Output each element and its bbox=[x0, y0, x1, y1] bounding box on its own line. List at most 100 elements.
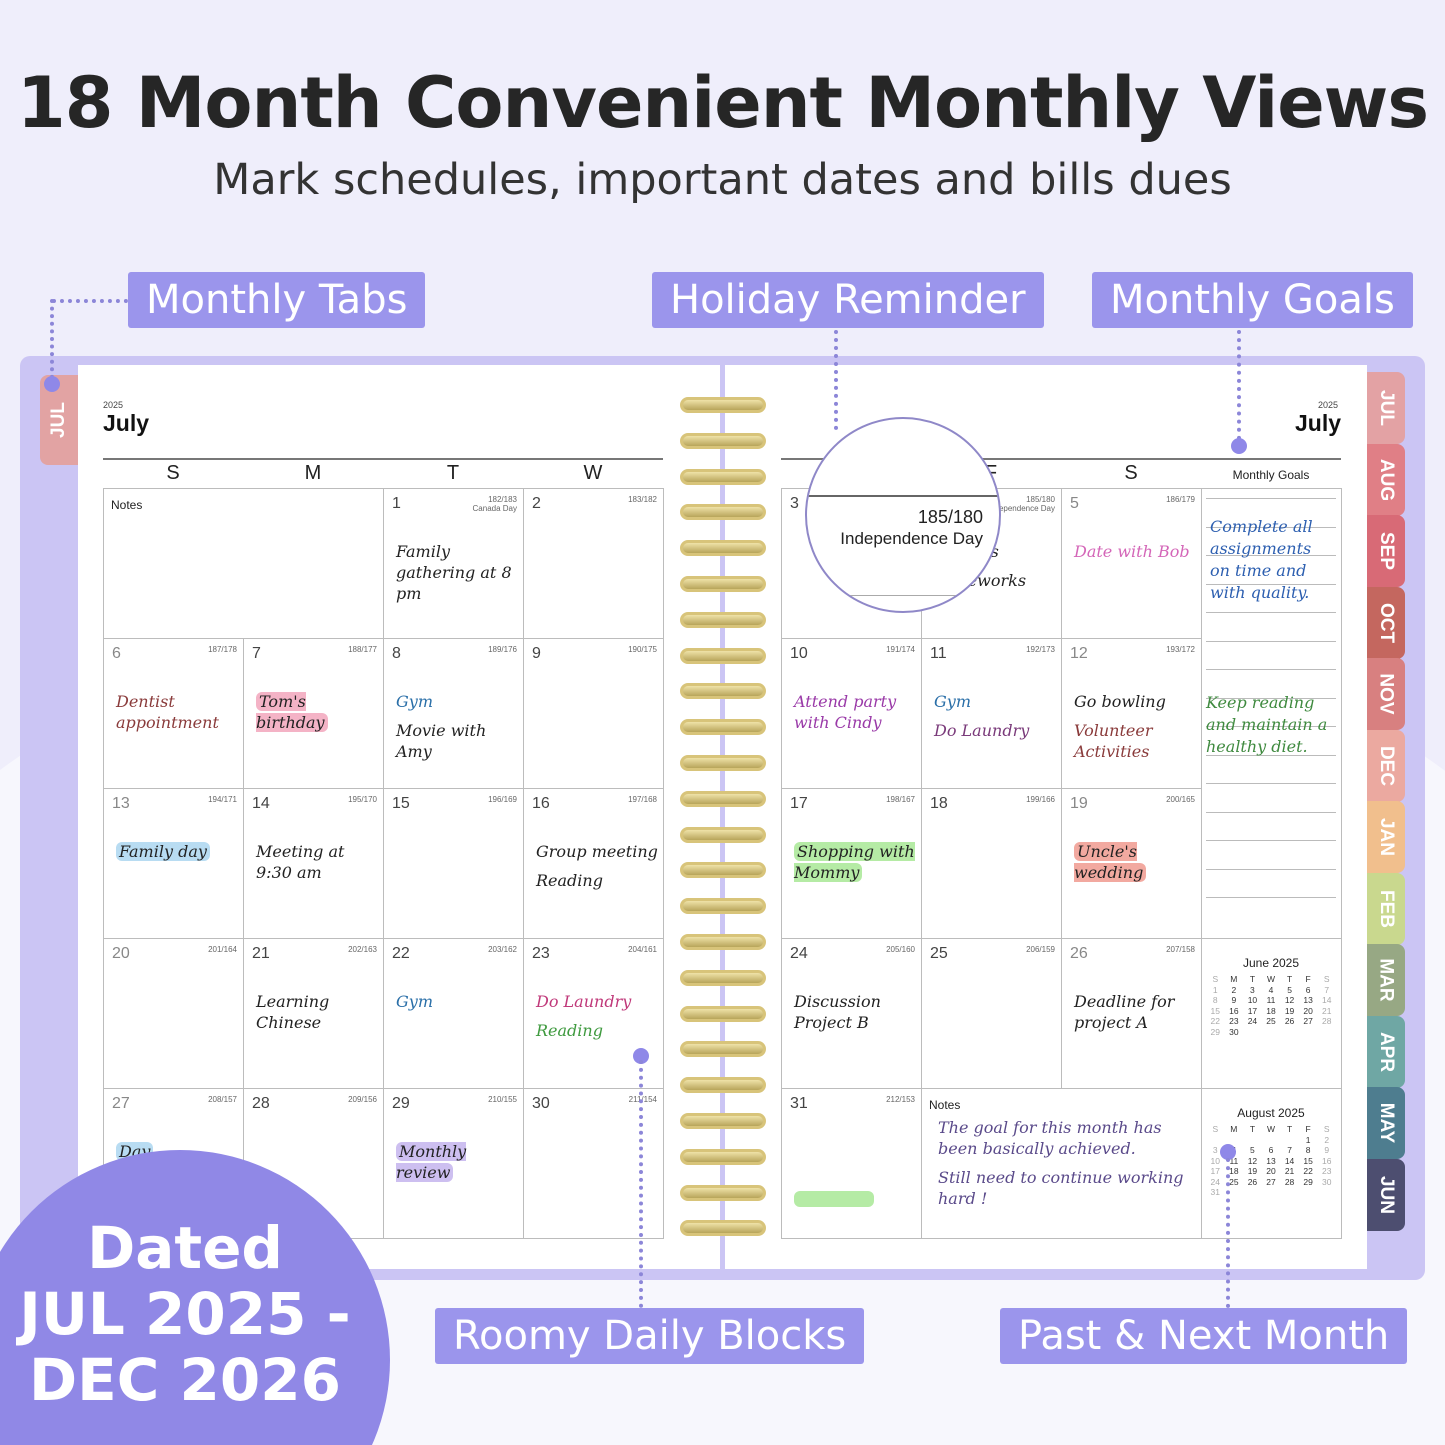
day-cell[interactable]: 22 203/162 Gym bbox=[383, 938, 524, 1089]
connector-tabs-v bbox=[50, 299, 54, 379]
day-of-year: 207/158 bbox=[1166, 945, 1195, 954]
day-cell[interactable]: 25 206/159 bbox=[921, 938, 1062, 1089]
day-number: 16 bbox=[532, 795, 550, 812]
day-of-year: 204/161 bbox=[628, 945, 657, 954]
day-cell[interactable]: 24 205/160 Discussion Project B bbox=[781, 938, 922, 1089]
month-tab-aug[interactable]: AUG bbox=[1367, 443, 1405, 516]
entry-text: Reading bbox=[536, 1021, 603, 1040]
entry-text: Group meeting bbox=[536, 842, 658, 861]
day-of-year: 209/156 bbox=[348, 1095, 377, 1104]
mini-calendar: June 2025 S M T W T F S 1 2 3 4 5 6 7 8 9 10 11 12 13 14 15 16 1… bbox=[1206, 956, 1336, 1037]
month-tab-jul[interactable]: JUL bbox=[1367, 372, 1405, 444]
mini-day: 13 bbox=[1266, 1155, 1276, 1166]
day-cell[interactable]: 21 202/163 Learning Chinese bbox=[243, 938, 384, 1089]
day-cell[interactable]: 2 183/182 bbox=[523, 488, 664, 639]
day-cell[interactable]: 13 194/171 Family day bbox=[103, 788, 244, 939]
day-cell[interactable]: 7 188/177 Tom's birthday bbox=[243, 638, 384, 789]
month-tab-may[interactable]: MAY bbox=[1367, 1087, 1405, 1159]
month-tab-jun[interactable]: JUN bbox=[1367, 1158, 1405, 1231]
day-cell[interactable]: 6 187/178 Dentist appointment bbox=[103, 638, 244, 789]
notes-cell[interactable]: Notes bbox=[103, 488, 384, 639]
handwritten-entry: Gym bbox=[934, 691, 1057, 712]
mini-day: 21 bbox=[1321, 1005, 1332, 1016]
month-tab-oct[interactable]: OCT bbox=[1367, 586, 1405, 659]
handwritten-entry: Learning Chinese bbox=[256, 991, 379, 1033]
day-cell[interactable]: 16 197/168 Group meeting Reading bbox=[523, 788, 664, 939]
day-of-year-count: 197/168 bbox=[628, 795, 657, 804]
day-cell[interactable]: 1 182/183 Canada Day Family gathering at 8 … bbox=[383, 488, 524, 639]
day-cell[interactable]: 9 190/175 bbox=[523, 638, 664, 789]
mini-day: 27 bbox=[1266, 1176, 1276, 1187]
month-tab-label: JUL bbox=[1376, 390, 1397, 426]
day-header: S bbox=[166, 462, 180, 484]
cell-entries: Tom's birthday bbox=[256, 691, 379, 741]
goal-line bbox=[1206, 726, 1336, 727]
mini-day: 23 bbox=[1321, 1166, 1332, 1176]
mini-day: 11 bbox=[1229, 1155, 1239, 1166]
handwritten-entry: Tom's birthday bbox=[256, 691, 379, 733]
mini-day: 15 bbox=[1210, 1005, 1221, 1016]
day-cell[interactable]: 29 210/155 Monthly review bbox=[383, 1088, 524, 1239]
day-cell[interactable]: 31 212/153 bbox=[781, 1088, 922, 1239]
notes-cell[interactable]: Notes The goal for this month has been ba… bbox=[921, 1088, 1202, 1239]
day-of-year-count: 208/157 bbox=[208, 1095, 237, 1104]
day-of-year: 208/157 bbox=[208, 1095, 237, 1104]
entry-text: The goal for this month has been basical… bbox=[938, 1118, 1162, 1158]
handwritten-entry: Volunteer Activities bbox=[1074, 720, 1197, 762]
day-of-year: 188/177 bbox=[348, 645, 377, 654]
mini-day: 11 bbox=[1266, 995, 1276, 1005]
mini-day: 15 bbox=[1303, 1155, 1313, 1166]
mini-day: 16 bbox=[1321, 1155, 1332, 1166]
magnifier-rule bbox=[807, 595, 999, 596]
day-cell[interactable]: 19 200/165 Uncle's wedding bbox=[1061, 788, 1202, 939]
spiral-ring bbox=[680, 540, 766, 557]
mini-calendar-cell bbox=[1201, 1088, 1342, 1239]
weekday-label: T bbox=[1286, 1124, 1293, 1134]
day-cell[interactable]: 10 191/174 Attend party with Cindy bbox=[781, 638, 922, 789]
month-tab-mar[interactable]: MAR bbox=[1367, 944, 1405, 1016]
day-cell[interactable]: 5 186/179 Date with Bob bbox=[1061, 488, 1202, 639]
magnifier-doy: 185/180 bbox=[917, 507, 983, 527]
day-cell[interactable]: 18 199/166 bbox=[921, 788, 1062, 939]
mini-day: 2 bbox=[1231, 984, 1237, 995]
month-tab-label: OCT bbox=[1376, 602, 1398, 643]
goals-header: Monthly Goals bbox=[1232, 468, 1310, 482]
weekday-label: W bbox=[1266, 974, 1275, 984]
weekday-label: F bbox=[1305, 1124, 1311, 1134]
month-tab-feb[interactable]: FEB bbox=[1367, 872, 1405, 945]
day-number: 12 bbox=[1070, 645, 1088, 662]
mini-day: 18 bbox=[1266, 1005, 1276, 1016]
connector-holiday bbox=[834, 330, 838, 430]
cell-entries: Go bowling Volunteer Activities bbox=[1074, 691, 1197, 770]
blank bbox=[1243, 1135, 1262, 1146]
month-tab-nov[interactable]: NOV bbox=[1367, 658, 1405, 730]
mini-day: 28 bbox=[1284, 1176, 1295, 1187]
day-cell[interactable]: 17 198/167 Shopping with Mommy bbox=[781, 788, 922, 939]
mini-calendar-title: August 2025 bbox=[1237, 1106, 1305, 1120]
day-number: 20 bbox=[112, 945, 130, 962]
day-cell[interactable]: 14 195/170 Meeting at 9:30 am bbox=[243, 788, 384, 939]
day-cell[interactable]: 11 192/173 Gym Do Laundry bbox=[921, 638, 1062, 789]
day-cell[interactable]: 12 193/172 Go bowling Volunteer Activities bbox=[1061, 638, 1202, 789]
page-subtitle: Mark schedules, important dates and bill… bbox=[213, 155, 1232, 205]
goal-line bbox=[1206, 897, 1336, 898]
month-tab-apr[interactable]: APR bbox=[1367, 1015, 1405, 1088]
mini-day: 1 bbox=[1212, 984, 1218, 995]
day-of-year: 189/176 bbox=[488, 645, 517, 654]
month-tab-dec[interactable]: DEC bbox=[1367, 729, 1405, 802]
mini-day: 13 bbox=[1303, 995, 1313, 1005]
day-cell[interactable]: 26 207/158 Deadline for project A bbox=[1061, 938, 1202, 1089]
month-tab-sep[interactable]: SEP bbox=[1367, 515, 1405, 587]
day-cell[interactable]: 15 196/169 bbox=[383, 788, 524, 939]
handwritten-entry: Monthly review bbox=[396, 1141, 519, 1183]
mini-day: 4 bbox=[1268, 984, 1274, 995]
spiral-ring bbox=[680, 468, 766, 485]
day-cell[interactable]: 20 201/164 bbox=[103, 938, 244, 1089]
day-of-year-count: 188/177 bbox=[348, 645, 377, 654]
day-of-year: 199/166 bbox=[1026, 795, 1055, 804]
month-tab-jan[interactable]: JAN bbox=[1367, 801, 1405, 873]
day-cell[interactable]: 8 189/176 Gym Movie with Amy bbox=[383, 638, 524, 789]
goal-line bbox=[1206, 583, 1336, 585]
mini-day: 29 bbox=[1303, 1176, 1313, 1187]
